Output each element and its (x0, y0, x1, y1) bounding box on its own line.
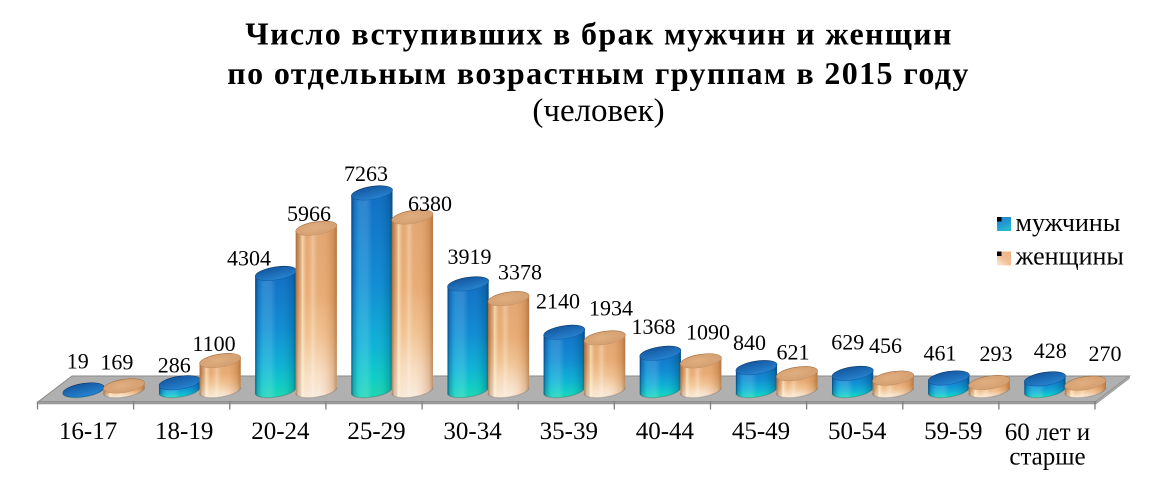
svg-text:3378: 3378 (498, 260, 542, 285)
svg-text:16-17: 16-17 (59, 418, 117, 445)
svg-text:25-29: 25-29 (347, 418, 405, 445)
svg-text:621: 621 (777, 340, 810, 365)
svg-text:4304: 4304 (227, 246, 271, 271)
svg-text:45-49: 45-49 (732, 418, 790, 445)
svg-text:1090: 1090 (686, 319, 730, 344)
svg-text:629: 629 (831, 330, 864, 355)
svg-text:3919: 3919 (448, 244, 492, 269)
svg-text:женщины: женщины (1015, 242, 1124, 271)
svg-text:1100: 1100 (192, 331, 235, 356)
svg-text:840: 840 (733, 330, 766, 355)
svg-text:18-19: 18-19 (155, 418, 213, 445)
svg-text:по отдельным возрастным группа: по отдельным возрастным группам в 2015 г… (227, 55, 969, 91)
svg-text:286: 286 (158, 353, 191, 378)
svg-text:19: 19 (67, 349, 89, 374)
svg-text:59-59: 59-59 (924, 418, 982, 445)
svg-text:60 лет и: 60 лет и (1005, 419, 1090, 446)
svg-text:456: 456 (869, 333, 902, 358)
svg-text:20-24: 20-24 (251, 418, 310, 445)
svg-text:40-44: 40-44 (636, 418, 695, 445)
svg-text:6380: 6380 (408, 191, 452, 216)
svg-text:мужчины: мужчины (1016, 208, 1121, 237)
svg-text:50-54: 50-54 (828, 418, 887, 445)
svg-text:2140: 2140 (536, 289, 580, 314)
svg-text:1368: 1368 (632, 314, 676, 339)
svg-text:Число вступивших в брак мужчин: Число вступивших в брак мужчин и женщин (245, 16, 952, 52)
svg-text:169: 169 (100, 349, 133, 374)
svg-text:5966: 5966 (287, 201, 331, 226)
svg-text:293: 293 (980, 341, 1013, 366)
svg-text:старше: старше (1009, 444, 1085, 471)
svg-text:7263: 7263 (344, 161, 388, 186)
svg-text:(человек): (человек) (532, 93, 664, 129)
svg-text:461: 461 (924, 340, 957, 365)
svg-text:270: 270 (1089, 341, 1122, 366)
svg-text:30-34: 30-34 (443, 418, 502, 445)
svg-text:1934: 1934 (589, 295, 633, 320)
svg-text:428: 428 (1034, 338, 1067, 363)
svg-text:35-39: 35-39 (540, 418, 598, 445)
